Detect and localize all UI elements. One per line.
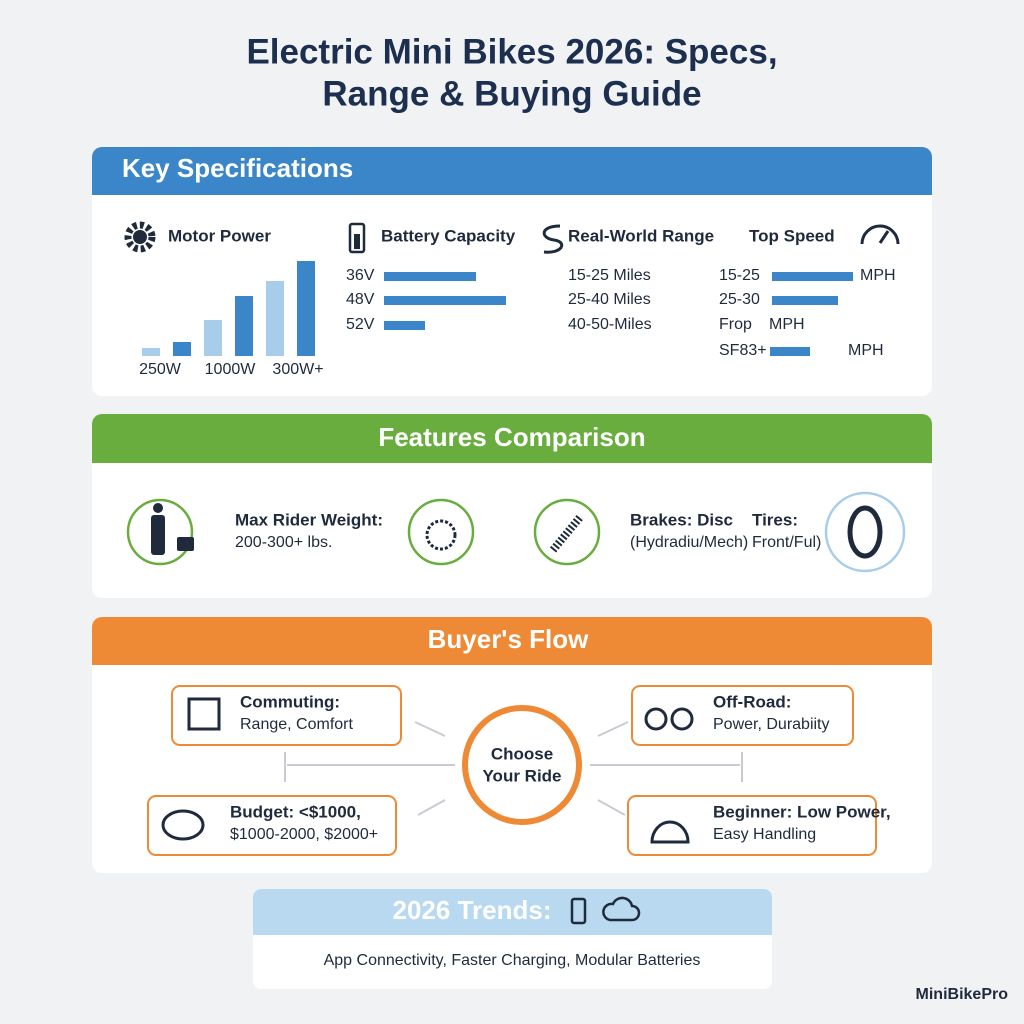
tick-label: 250W bbox=[139, 361, 182, 378]
flow-box bbox=[171, 685, 402, 746]
speed-item: SF83+ bbox=[719, 342, 767, 359]
feature-text: (Hydradiu/Mech) bbox=[630, 534, 748, 551]
node-text: Beginner: Low Power, bbox=[713, 802, 891, 821]
tick-label: 300W+ bbox=[272, 361, 323, 378]
bar bbox=[142, 348, 160, 356]
bar bbox=[235, 296, 253, 356]
node-text: Range, Comfort bbox=[240, 716, 353, 733]
spec-label: Real-World Range bbox=[568, 226, 714, 245]
feature-text: Tires: bbox=[752, 510, 798, 529]
title: Electric Mini Bikes 2026: Specs, bbox=[246, 32, 777, 71]
node-text: Off-Road: bbox=[713, 692, 791, 711]
speed-unit: MPH bbox=[848, 342, 884, 359]
bar bbox=[297, 261, 315, 356]
tire-icon bbox=[847, 505, 883, 559]
bar bbox=[204, 320, 222, 356]
gear-icon bbox=[133, 230, 147, 244]
arrow bbox=[417, 799, 446, 816]
feature-text: Brakes: Disc bbox=[630, 510, 733, 529]
helmet-icon bbox=[650, 820, 690, 844]
flow-box bbox=[627, 795, 877, 856]
bar bbox=[266, 281, 284, 356]
spec-label: Battery Capacity bbox=[381, 226, 516, 245]
speed-item: 25-30 bbox=[719, 291, 760, 308]
phone-icon bbox=[570, 897, 587, 925]
speed-unit: MPH bbox=[860, 267, 896, 284]
arrow bbox=[597, 799, 626, 816]
node-text: Commuting: bbox=[240, 692, 340, 711]
spec-item: 15-25 Miles bbox=[568, 267, 651, 284]
feature-text: Front/Ful) bbox=[752, 534, 821, 551]
flow-arrows bbox=[284, 721, 743, 816]
motor-bars bbox=[142, 261, 315, 356]
battery-icon bbox=[354, 234, 360, 249]
disc-icon bbox=[425, 519, 457, 551]
spring-icon bbox=[549, 513, 585, 553]
spec-item: 48V bbox=[346, 291, 375, 308]
center-text: Your Ride bbox=[482, 766, 561, 785]
piggy-icon bbox=[161, 809, 205, 841]
spec-item: 25-40 Miles bbox=[568, 291, 651, 308]
speed-bar bbox=[770, 347, 810, 356]
gear-icon bbox=[124, 221, 156, 253]
cloud-icon bbox=[602, 896, 641, 922]
feature-text: Max Rider Weight: bbox=[235, 510, 383, 529]
battery-bar bbox=[384, 321, 425, 330]
flow-header bbox=[92, 617, 932, 665]
speed-item: 15-25 bbox=[719, 267, 760, 284]
speed-item: Frop bbox=[719, 316, 752, 333]
node-text: Power, Durabiity bbox=[713, 716, 830, 733]
city-icon bbox=[187, 697, 221, 731]
flow-box bbox=[147, 795, 397, 856]
speed-bar bbox=[772, 296, 838, 305]
specs-header bbox=[92, 147, 932, 195]
node-text: $1000-2000, $2000+ bbox=[230, 826, 378, 843]
bar bbox=[173, 342, 191, 356]
person-icon bbox=[151, 515, 165, 555]
spec-item: 52V bbox=[346, 316, 375, 333]
battery-bar bbox=[384, 296, 506, 305]
node-text: Easy Handling bbox=[713, 826, 816, 843]
spec-label: Motor Power bbox=[168, 226, 271, 245]
road-icon bbox=[542, 224, 564, 254]
center-circle bbox=[462, 705, 582, 825]
section-title: Features Comparison bbox=[378, 422, 645, 452]
trends-text: App Connectivity, Faster Charging, Modul… bbox=[324, 952, 701, 969]
battery-icon bbox=[348, 222, 366, 254]
icon-circle bbox=[824, 491, 906, 573]
bike-icon bbox=[644, 707, 668, 731]
title: Range & Buying Guide bbox=[322, 74, 701, 113]
person-icon bbox=[153, 503, 163, 513]
spec-item: 36V bbox=[346, 267, 375, 284]
gauge-icon bbox=[860, 224, 900, 245]
features-header bbox=[92, 414, 932, 463]
trends-title: 2026 Trends: bbox=[393, 895, 552, 925]
icon-circle bbox=[407, 498, 475, 566]
section-title: Key Specifications bbox=[122, 153, 353, 183]
speed-unit: MPH bbox=[769, 316, 805, 333]
gauge-icon bbox=[878, 230, 890, 244]
arrow bbox=[414, 721, 446, 737]
brand: MiniBikePro bbox=[916, 986, 1009, 1003]
spec-item: 40-50-Miles bbox=[568, 316, 652, 333]
center-text: Choose bbox=[491, 744, 553, 763]
bike-icon bbox=[670, 707, 694, 731]
speed-bar bbox=[772, 272, 853, 281]
tick-label: 1000W bbox=[205, 361, 257, 378]
spec-label: Top Speed bbox=[749, 226, 835, 245]
feature-text: 200-300+ lbs. bbox=[235, 534, 332, 551]
battery-bar bbox=[384, 272, 476, 281]
icon-circle bbox=[533, 498, 601, 566]
section-title: Buyer's Flow bbox=[428, 624, 590, 654]
weight-icon bbox=[177, 537, 194, 551]
node-text: Budget: <$1000, bbox=[230, 802, 361, 821]
flow-boxes bbox=[147, 685, 877, 856]
trends-header bbox=[253, 889, 772, 935]
arrow bbox=[597, 721, 629, 737]
flow-box bbox=[631, 685, 854, 746]
